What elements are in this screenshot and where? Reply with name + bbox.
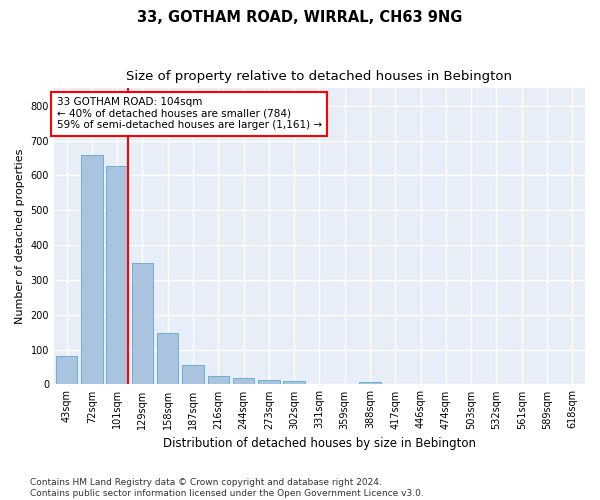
Bar — [182, 364, 204, 384]
Bar — [106, 166, 128, 384]
Bar — [233, 378, 254, 384]
Text: Contains HM Land Registry data © Crown copyright and database right 2024.
Contai: Contains HM Land Registry data © Crown c… — [30, 478, 424, 498]
Y-axis label: Number of detached properties: Number of detached properties — [15, 148, 25, 324]
Bar — [56, 356, 77, 384]
Bar — [283, 382, 305, 384]
Bar — [81, 154, 103, 384]
X-axis label: Distribution of detached houses by size in Bebington: Distribution of detached houses by size … — [163, 437, 476, 450]
Bar — [258, 380, 280, 384]
Bar — [359, 382, 381, 384]
Bar — [157, 333, 178, 384]
Bar — [131, 263, 153, 384]
Title: Size of property relative to detached houses in Bebington: Size of property relative to detached ho… — [127, 70, 512, 83]
Text: 33 GOTHAM ROAD: 104sqm
← 40% of detached houses are smaller (784)
59% of semi-de: 33 GOTHAM ROAD: 104sqm ← 40% of detached… — [56, 97, 322, 130]
Bar — [208, 376, 229, 384]
Text: 33, GOTHAM ROAD, WIRRAL, CH63 9NG: 33, GOTHAM ROAD, WIRRAL, CH63 9NG — [137, 10, 463, 25]
